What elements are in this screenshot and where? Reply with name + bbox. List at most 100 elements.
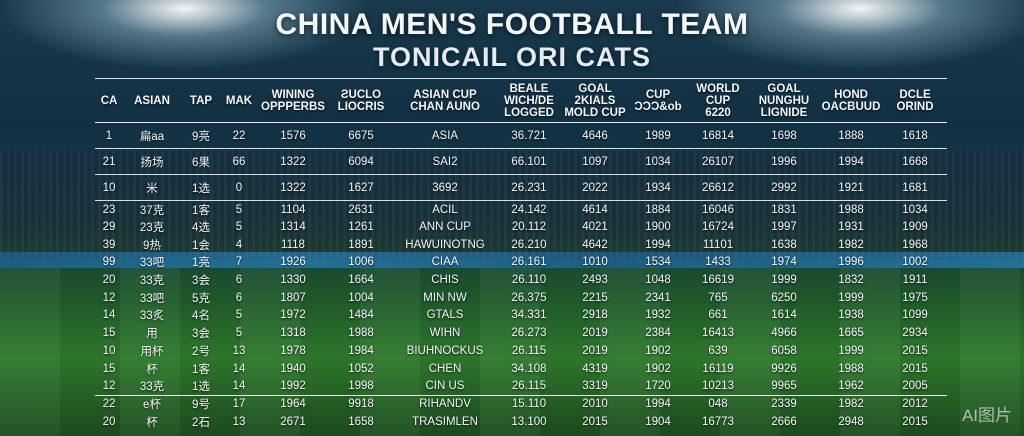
table-cell: 1964: [280, 398, 306, 411]
table-cell: 2384: [645, 327, 671, 340]
table-cell: 6: [235, 274, 243, 287]
stats-table: CA ASIAN TAP MAK WINING OPPPERBS ƧUCLO LIOCRI…: [95, 78, 947, 430]
table-cell: 4966: [771, 327, 797, 340]
table-cell: 1909: [902, 221, 928, 234]
column-header: DCLE ORIND: [896, 88, 934, 113]
table-cell: 36.721: [511, 129, 547, 142]
table-cell: 2015: [902, 415, 928, 428]
table-cell: 1322: [280, 181, 306, 194]
table-cell: 1904: [645, 415, 671, 428]
table-cell: ACIL: [432, 203, 458, 216]
table-cell: HAWUINOTNG: [405, 238, 485, 251]
column-header: ASIAN: [134, 94, 170, 107]
table-cell: 5: [235, 327, 243, 340]
table-cell: 1330: [280, 274, 306, 287]
table-cell: 33克: [139, 275, 165, 288]
table-cell: 2341: [645, 291, 671, 304]
table-cell: 1668: [902, 155, 928, 168]
table-cell: 15.110: [511, 398, 547, 411]
table-cell: 1940: [280, 362, 306, 375]
table-cell: 26.210: [511, 238, 547, 251]
table-cell: 2015: [902, 362, 928, 375]
table-cell: 1322: [280, 155, 306, 168]
table-cell: 2215: [582, 291, 608, 304]
table-cell: 9926: [771, 362, 797, 375]
table-cell: 1618: [902, 129, 928, 142]
table-row: 20 33克 3会 6 1330 1664 CHIS 26.110 2493 1048 16619 1…: [95, 271, 947, 289]
table-cell: 12: [102, 379, 116, 392]
table-cell: 杯: [146, 363, 158, 376]
table-cell: 2339: [771, 398, 797, 411]
table-cell: 99: [102, 256, 116, 269]
table-cell: 2005: [902, 379, 928, 392]
table-row: 15 杯 1客 14 1940 1052 CHEN 34.108 4319 1902 16119 99…: [95, 360, 947, 378]
table-cell: 1433: [705, 256, 731, 269]
table-cell: 1627: [348, 181, 374, 194]
table-cell: 4319: [582, 362, 608, 375]
table-cell: 13: [232, 344, 246, 357]
table-cell: 20.112: [511, 221, 547, 234]
table-cell: 1698: [771, 129, 797, 142]
table-cell: 1006: [348, 256, 374, 269]
table-cell: 4名: [192, 310, 210, 323]
table-cell: 1975: [902, 291, 928, 304]
table-cell: 24.142: [511, 203, 547, 216]
table-cell: 16724: [702, 221, 734, 234]
table-cell: RIHANDV: [419, 398, 471, 411]
table-cell: TRASIMLEN: [412, 415, 478, 428]
table-cell: 2666: [771, 415, 797, 428]
table-cell: 1902: [645, 362, 671, 375]
table-cell: 1选: [192, 380, 210, 393]
table-cell: 20: [102, 415, 116, 428]
table-cell: 1999: [838, 291, 864, 304]
table-cell: 1994: [645, 238, 671, 251]
table-cell: 1665: [838, 327, 864, 340]
table-cell: 1314: [280, 221, 306, 234]
column-header: WORLD CUP 6220: [696, 82, 740, 119]
table-cell: 9热: [143, 239, 161, 252]
table-row: 22 e杯 9号 17 1964 9918 RIHANDV 15.110 2010 1994 048…: [95, 395, 947, 413]
table-cell: 1亮: [192, 257, 210, 270]
table-cell: 16046: [702, 203, 734, 216]
table-cell: CIAA: [431, 256, 459, 269]
table-cell: 1002: [902, 256, 928, 269]
table-cell: 661: [708, 309, 728, 322]
table-cell: 17: [232, 398, 246, 411]
table-cell: 33克: [139, 380, 165, 393]
table-row: 99 33吧 1亮 7 1926 1006 CIAA 26.161 1010 1534 1433 19…: [95, 254, 947, 272]
table-cell: 1999: [838, 344, 864, 357]
column-header: GOAL NUNGHU LIGNIDE: [758, 82, 810, 119]
table-cell: 1994: [838, 155, 864, 168]
table-cell: 34.108: [511, 362, 547, 375]
table-cell: 1097: [582, 155, 608, 168]
table-cell: 16773: [702, 415, 734, 428]
table-cell: 15: [102, 362, 116, 375]
table-cell: 9965: [771, 379, 797, 392]
table-cell: SAI2: [432, 155, 458, 168]
table-cell: 6094: [348, 155, 374, 168]
table-cell: MIN NW: [423, 291, 467, 304]
table-row: 29 23克 4选 5 1314 1261 ANN CUP 20.112 4021 1900 167…: [95, 218, 947, 236]
table-cell: 1982: [838, 238, 864, 251]
table-cell: 米: [146, 182, 158, 195]
table-cell: 1099: [902, 309, 928, 322]
column-header: ASIAN CUP CHAN AUNO: [410, 88, 480, 113]
table-row: 12 33吧 5克 6 1807 1004 MIN NW 26.375 2215 2341 765 6…: [95, 289, 947, 307]
table-cell: 1832: [838, 274, 864, 287]
table-cell: 1034: [902, 203, 928, 216]
table-row: 1 扁aa 9亮 22 1576 6675 ASIA 36.721 4646 1989 16814 1…: [95, 123, 947, 149]
table-cell: 14: [232, 379, 246, 392]
table-cell: 1831: [771, 203, 797, 216]
column-header: ƧUCLO LIOCRIS: [337, 88, 385, 113]
table-cell: 26.375: [511, 291, 547, 304]
watermark: AI图片: [961, 406, 1012, 425]
table-cell: 4642: [582, 238, 608, 251]
table-cell: 2631: [348, 203, 374, 216]
pitch: [0, 268, 1024, 436]
table-cell: 1318: [280, 327, 306, 340]
table-cell: 1911: [902, 274, 928, 287]
table-cell: 5克: [192, 292, 210, 305]
table-cell: 5: [235, 221, 243, 234]
table-cell: 3692: [432, 181, 458, 194]
table-cell: 1926: [280, 256, 306, 269]
